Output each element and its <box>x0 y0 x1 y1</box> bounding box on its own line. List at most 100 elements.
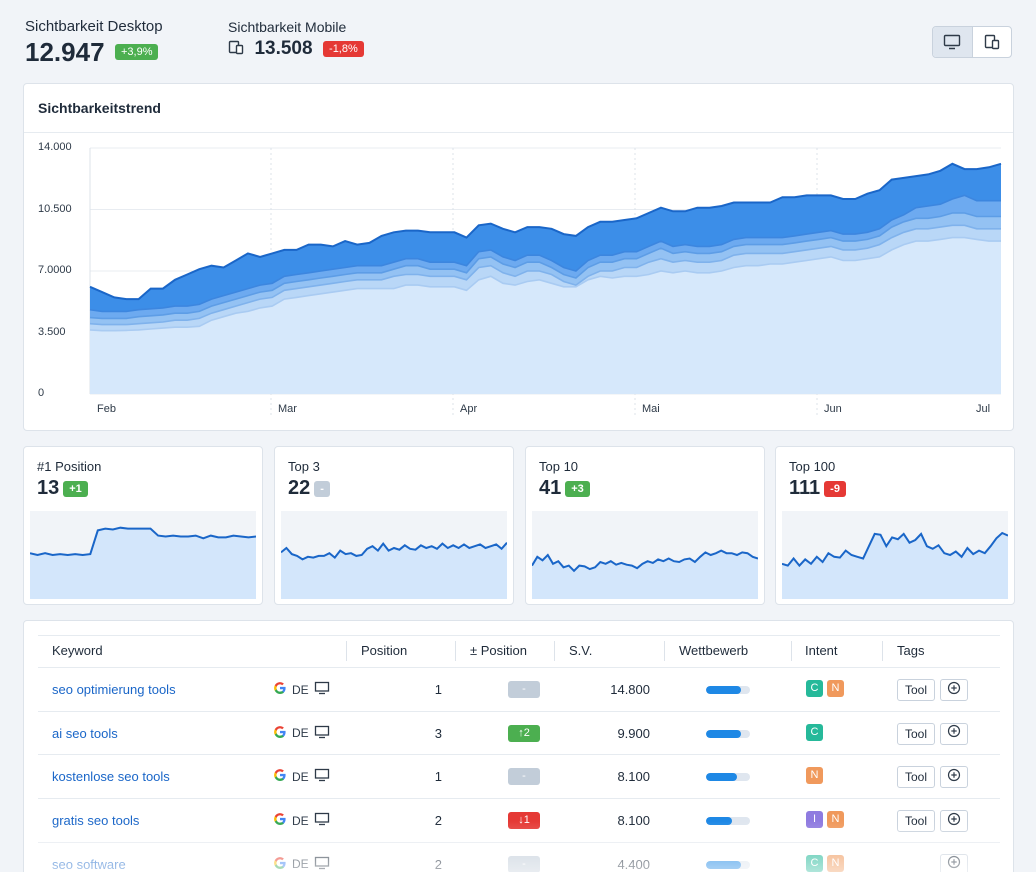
series-line-5 <box>89 162 1002 301</box>
table-top-border <box>38 635 1000 636</box>
metric-value: 41 <box>539 477 562 499</box>
column-header[interactable]: Wettbewerb <box>679 643 749 658</box>
add-tag-button[interactable] <box>940 679 968 701</box>
database-info: DE <box>273 681 330 698</box>
column-header[interactable]: Tags <box>897 643 925 658</box>
table-fade-overlay <box>24 821 1013 872</box>
sparkline-area <box>30 527 256 599</box>
metric-value-row: 41 +3 <box>539 477 590 500</box>
intent-badge: C <box>806 723 823 741</box>
column-separator <box>346 641 347 661</box>
y-tick-label: 14.000 <box>38 141 72 153</box>
google-icon <box>273 681 287 698</box>
tag-chip[interactable]: Tool <box>897 679 936 701</box>
x-tick-label: Jun <box>824 403 842 415</box>
competition-bar-fill <box>706 686 742 694</box>
x-tick-label: Apr <box>460 403 478 415</box>
sparkline-area <box>532 550 758 599</box>
series-line-1 <box>89 236 1001 332</box>
x-tick-label: Mar <box>278 403 297 415</box>
desktop-icon <box>314 725 330 742</box>
competition-bar <box>706 729 750 738</box>
plus-circle-icon <box>947 724 961 743</box>
competition-bar-fill <box>706 773 737 782</box>
sparkline-line <box>532 549 758 573</box>
position-change-badge: ↑2 <box>508 724 540 742</box>
desktop-icon <box>314 768 330 785</box>
y-tick-label: 10.500 <box>38 202 72 215</box>
country-code: DE <box>292 769 309 784</box>
add-tag-button[interactable] <box>940 722 968 745</box>
position-value: 1 <box>434 682 442 697</box>
sparkline <box>782 511 1008 599</box>
desktop-toggle-button[interactable] <box>933 27 973 57</box>
y-tick-label: 0 <box>38 387 45 399</box>
table-row: seo optimierung tools DE 1 - 14.800 C N Tool <box>38 667 1000 711</box>
sparkline-line <box>782 531 1008 568</box>
column-header[interactable]: ± Position <box>470 643 527 658</box>
tag-chip[interactable]: Tool <box>897 722 936 745</box>
keyword-link[interactable]: kostenlose seo tools <box>52 769 170 785</box>
metric-value: 22 <box>288 477 311 499</box>
table-row: kostenlose seo tools DE 1 - 8.100 N Tool <box>38 754 1000 798</box>
intent-badge: C <box>806 680 823 697</box>
intent-badge: N <box>827 680 844 697</box>
x-tick-label: Feb <box>97 403 116 415</box>
column-separator <box>882 641 883 661</box>
plus-circle-icon <box>947 768 961 787</box>
y-tick-label: 7.0000 <box>38 264 72 276</box>
tag-chip[interactable]: Tool <box>897 766 936 789</box>
position-value: 1 <box>434 769 442 785</box>
google-icon <box>273 768 287 785</box>
column-header[interactable]: S.V. <box>569 643 593 658</box>
chart-title: Sichtbarkeitstrend <box>38 100 161 116</box>
metric-card-3: Top 100 111 -9 <box>775 446 1015 605</box>
metric-card-0: #1 Position 13 +1 <box>23 446 263 605</box>
mobile-toggle-button[interactable] <box>973 27 1012 57</box>
metric-change: +1 <box>63 480 88 497</box>
keyword-link[interactable]: seo optimierung tools <box>52 682 176 697</box>
keyword-link[interactable]: ai seo tools <box>52 725 118 741</box>
sparkline <box>532 511 758 599</box>
competition-bar <box>706 773 750 782</box>
plus-circle-icon <box>947 681 961 700</box>
metric-value: 111 <box>789 477 821 499</box>
column-header[interactable]: Position <box>361 643 408 658</box>
metric-value-row: 22- <box>288 477 330 500</box>
metric-label: Top 10 <box>539 459 579 474</box>
sparkline-area <box>782 533 1008 599</box>
kpi-desktop-label: Sichtbarkeit Desktop <box>25 18 163 35</box>
sparkline <box>30 511 256 599</box>
series-line-3 <box>89 212 1001 320</box>
divider <box>24 132 1013 133</box>
mobile-icon <box>984 34 999 50</box>
metric-change: +3 <box>565 480 590 497</box>
metric-card-1: Top 3 22- <box>274 446 514 605</box>
column-header[interactable]: Intent <box>805 643 838 658</box>
country-code: DE <box>292 682 309 697</box>
column-header[interactable]: Keyword <box>52 643 103 658</box>
column-separator <box>554 641 555 661</box>
add-tag-button[interactable] <box>940 766 968 789</box>
metric-value-row: 13 +1 <box>37 477 88 500</box>
search-volume: 9.900 <box>617 725 650 741</box>
kpi-desktop-change: +3,9% <box>114 43 159 60</box>
keyword-table: Keyword Position ± Position S.V. Wettbewerb I… <box>23 620 1014 872</box>
competition-bar-fill <box>706 729 742 738</box>
intent-badges: N <box>806 767 823 785</box>
metric-card-2: Top 10 41 +3 <box>525 446 765 605</box>
visibility-trend-card: Sichtbarkeitstrend 14.000 10.500 7.0000 3.5… <box>23 83 1014 431</box>
kpi-mobile: Sichtbarkeit Mobile 13.508 -1,8% <box>228 19 364 60</box>
mobile-icon <box>228 39 244 60</box>
kpi-desktop-value: 12.947 <box>25 37 105 67</box>
header: Sichtbarkeit Desktop 12.947 +3,9% Sichtb… <box>0 0 1036 80</box>
sparkline-area <box>281 542 507 599</box>
search-volume: 8.100 <box>617 769 650 785</box>
database-info: DE <box>273 725 330 742</box>
sparkline-line <box>281 541 507 561</box>
position-value: 2 <box>428 813 442 828</box>
kpi-desktop: Sichtbarkeit Desktop 12.947 +3,9% <box>25 18 163 68</box>
metric-value: 13 <box>37 477 60 499</box>
device-toggle <box>932 26 1012 58</box>
